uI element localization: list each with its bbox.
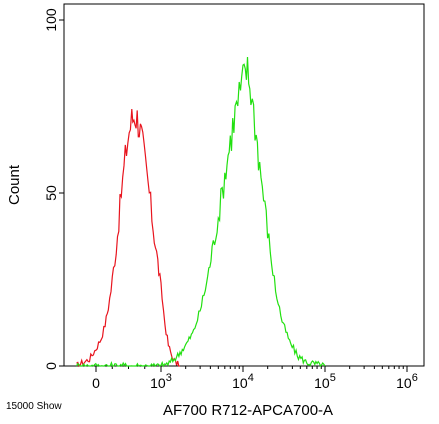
y-axis-label: Count [6, 164, 23, 205]
x-tick-label: 106 [396, 372, 418, 391]
y-axis-ticks: 0 50 100 [43, 8, 64, 370]
x-tick-label: 105 [314, 372, 336, 391]
x-tick-label: 0 [92, 375, 100, 391]
x-axis-label: AF700 R712-APCA700-A [163, 402, 333, 419]
y-tick-label: 0 [43, 362, 59, 370]
x-axis-ticks: 0 103 104 105 106 [92, 366, 418, 391]
histogram-series-1 [75, 56, 326, 368]
plot-frame [63, 3, 425, 367]
histogram-series-0 [76, 108, 180, 368]
x-tick-label: 104 [232, 372, 254, 391]
series-layer [75, 56, 326, 368]
events-shown-label: 15000 Show [6, 401, 62, 412]
x-tick-label: 103 [150, 372, 172, 391]
y-tick-label: 50 [43, 185, 59, 201]
y-tick-label: 100 [43, 8, 59, 32]
